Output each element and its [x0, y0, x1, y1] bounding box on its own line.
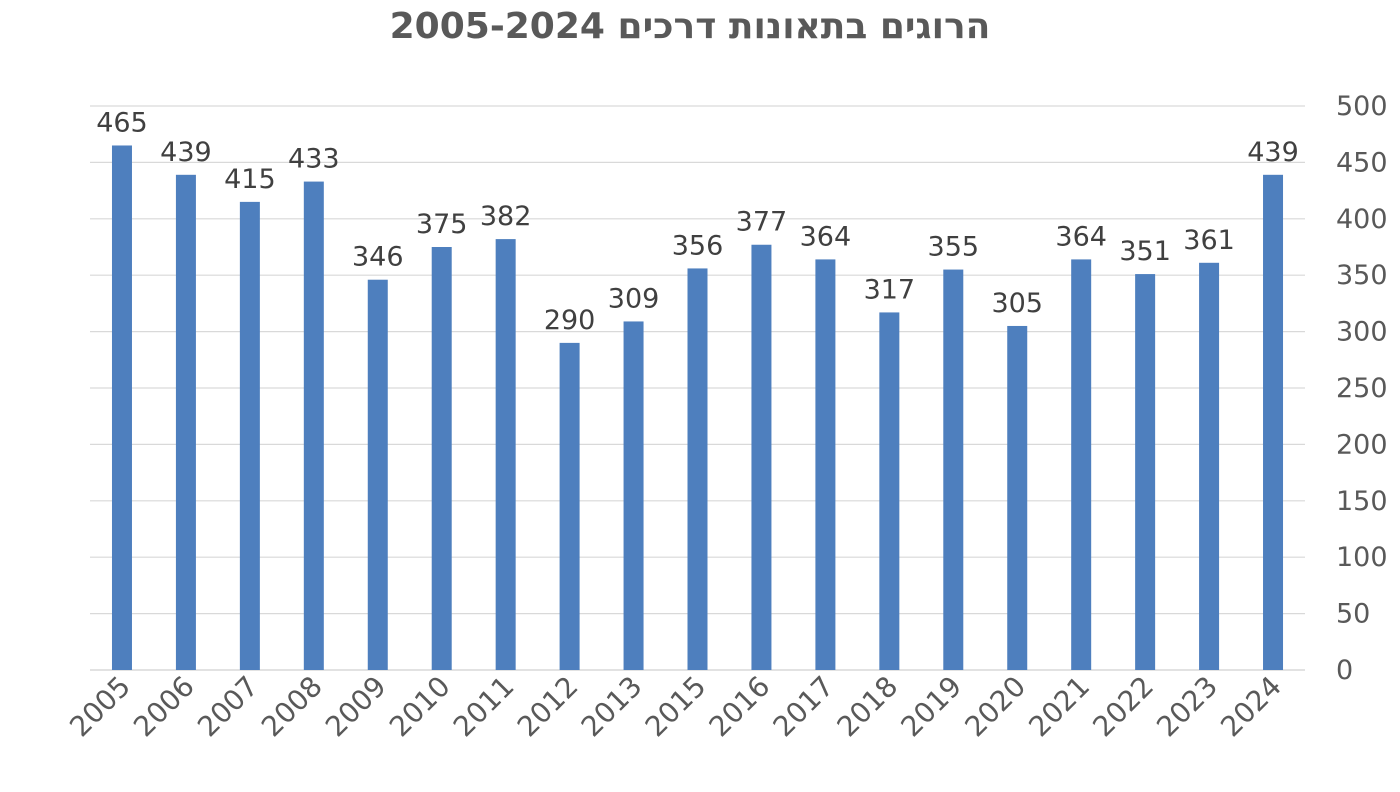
- x-tick-label-2016: 2016: [703, 670, 777, 744]
- y-tick-label: 450: [1336, 147, 1388, 178]
- x-tick-label-2018: 2018: [831, 670, 905, 744]
- bar-2013: [623, 321, 644, 670]
- data-label-2007: 415: [224, 164, 276, 195]
- data-label-2010: 375: [416, 209, 468, 240]
- x-tick-label-2005: 2005: [63, 670, 137, 744]
- x-tick-label-2023: 2023: [1150, 670, 1224, 744]
- data-label-2020: 305: [991, 288, 1043, 319]
- x-tick-label-2019: 2019: [895, 670, 969, 744]
- bar-2012: [559, 342, 580, 670]
- y-tick-label: 400: [1336, 204, 1388, 235]
- data-label-2013: 309: [608, 283, 660, 314]
- data-label-2017: 364: [800, 221, 852, 252]
- y-tick-label: 50: [1336, 599, 1370, 630]
- x-tick-label-2024: 2024: [1214, 670, 1288, 744]
- x-tick-label-2015: 2015: [639, 670, 713, 744]
- data-label-2009: 346: [352, 242, 404, 273]
- bar-2018: [879, 312, 900, 670]
- x-tick-label-2022: 2022: [1086, 670, 1160, 744]
- bar-2017: [815, 259, 836, 670]
- data-label-2012: 290: [544, 305, 596, 336]
- bar-2023: [1199, 262, 1220, 670]
- data-label-2011: 382: [480, 201, 532, 232]
- bar-2005: [111, 145, 132, 671]
- y-tick-label: 250: [1336, 373, 1388, 404]
- data-label-2016: 377: [736, 207, 788, 238]
- data-label-2023: 361: [1183, 225, 1235, 256]
- data-labels: 465 439 415 433 346 375 382 290 309 356 377 364 317 3…: [96, 107, 1299, 335]
- y-tick-label: 300: [1336, 317, 1388, 348]
- data-label-2024: 439: [1247, 137, 1299, 168]
- bar-2011: [495, 239, 516, 670]
- x-tick-label-2008: 2008: [255, 670, 329, 744]
- x-tick-label-2011: 2011: [447, 670, 521, 744]
- bar-2021: [1071, 259, 1092, 670]
- bar-2007: [239, 201, 260, 670]
- data-label-2019: 355: [928, 232, 980, 263]
- data-label-2015: 356: [672, 230, 724, 261]
- bars: [111, 145, 1284, 671]
- y-tick-label: 150: [1336, 486, 1388, 517]
- x-tick-label-2012: 2012: [511, 670, 585, 744]
- y-tick-label: 200: [1336, 429, 1388, 460]
- bar-2019: [943, 269, 964, 670]
- x-tick-label-2007: 2007: [191, 670, 265, 744]
- x-tick-label-2013: 2013: [575, 670, 649, 744]
- data-label-2018: 317: [864, 274, 916, 305]
- x-axis-ticks: 2005200620072008200920102011201220132015…: [63, 670, 1288, 744]
- bar-2022: [1135, 274, 1156, 670]
- data-label-2008: 433: [288, 144, 340, 175]
- bar-2006: [175, 174, 196, 671]
- bar-2015: [687, 268, 708, 670]
- y-tick-label: 350: [1336, 260, 1388, 291]
- bar-2010: [431, 247, 452, 670]
- x-tick-label-2009: 2009: [319, 670, 393, 744]
- y-axis-ticks: 0 50 100 150 200 250 300 350 400 450 500: [1336, 91, 1388, 686]
- data-label-2006: 439: [160, 137, 212, 168]
- data-label-2022: 351: [1119, 236, 1171, 267]
- x-tick-label-2010: 2010: [383, 670, 457, 744]
- data-label-2005: 465: [96, 107, 148, 138]
- data-label-2021: 364: [1055, 221, 1107, 252]
- x-tick-label-2006: 2006: [127, 670, 201, 744]
- x-tick-label-2017: 2017: [767, 670, 841, 744]
- bar-2016: [751, 244, 772, 670]
- bar-2020: [1007, 325, 1028, 670]
- chart-title: הרוגים בתאונות דרכים 2005-2024: [389, 6, 991, 47]
- y-tick-label: 0: [1336, 655, 1353, 686]
- bar-2008: [303, 181, 324, 671]
- y-tick-label: 500: [1336, 91, 1388, 122]
- bar-2009: [367, 279, 388, 670]
- y-tick-label: 100: [1336, 542, 1388, 573]
- x-tick-label-2021: 2021: [1022, 670, 1096, 744]
- x-tick-label-2020: 2020: [958, 670, 1032, 744]
- bar-2024: [1263, 174, 1284, 671]
